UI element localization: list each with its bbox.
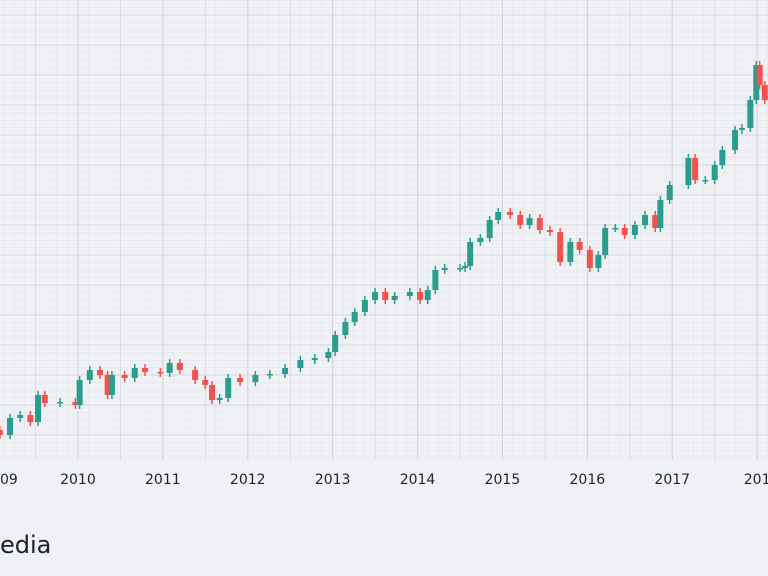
candle-body xyxy=(176,363,183,370)
candle-body xyxy=(157,372,164,374)
candle-body xyxy=(557,232,564,262)
candle-body xyxy=(121,375,128,378)
candle-body xyxy=(332,335,339,352)
candle-body xyxy=(97,370,104,375)
candle-body xyxy=(576,242,583,250)
candle-body xyxy=(602,228,609,255)
candle-body xyxy=(486,220,493,238)
candle-body xyxy=(738,128,745,130)
candle-body xyxy=(266,374,273,376)
candle-body xyxy=(342,322,349,335)
candle-body xyxy=(209,385,216,400)
candle-body xyxy=(57,402,64,404)
candle-body xyxy=(108,375,115,395)
candle-body xyxy=(252,375,259,382)
x-tick-label: 09 xyxy=(0,472,18,488)
x-tick-label: 2015 xyxy=(485,472,521,488)
candle-body xyxy=(382,292,389,300)
candle-body xyxy=(225,378,232,398)
candle-body xyxy=(719,150,726,165)
x-tick-label: 2011 xyxy=(145,472,181,488)
candle-body xyxy=(652,215,659,228)
grid xyxy=(0,0,768,460)
candle-body xyxy=(372,292,379,300)
candle-body xyxy=(685,158,692,185)
candle-body xyxy=(35,395,42,422)
candle-body xyxy=(361,300,368,312)
candle-body xyxy=(567,242,574,262)
candle-body xyxy=(72,402,79,405)
candle-body xyxy=(631,225,638,235)
brand-text: edia xyxy=(0,531,51,559)
x-tick-label: 2013 xyxy=(315,472,351,488)
candle-body xyxy=(586,250,593,268)
candle-body xyxy=(142,368,149,372)
candle-body xyxy=(657,200,664,228)
candle-body xyxy=(325,352,332,358)
candle-body xyxy=(7,418,14,435)
candle-body xyxy=(391,296,398,300)
candle-body xyxy=(462,266,469,268)
candle-body xyxy=(297,360,304,368)
candle-body xyxy=(131,368,138,378)
candle-body xyxy=(441,268,448,270)
candle-body xyxy=(432,270,439,290)
candle-body xyxy=(621,228,628,235)
x-tick-label: 2010 xyxy=(60,472,96,488)
candle-body xyxy=(406,292,413,296)
candle-body xyxy=(282,368,289,374)
candle-body xyxy=(27,415,34,422)
candle-body xyxy=(753,65,760,100)
candle-body xyxy=(517,215,524,225)
candle-body xyxy=(666,185,673,200)
candle-body xyxy=(595,255,602,268)
candle-body xyxy=(526,218,533,225)
candle-body xyxy=(456,268,463,270)
x-tick-label: 2017 xyxy=(654,472,690,488)
candle-body xyxy=(417,292,424,300)
x-tick-label: 2012 xyxy=(230,472,266,488)
candle-body xyxy=(747,100,754,128)
candle-body xyxy=(477,238,484,242)
candle-body xyxy=(202,380,209,385)
candle-body xyxy=(166,363,173,373)
candle-body xyxy=(17,415,24,418)
x-tick-label: 201 xyxy=(744,472,768,488)
candle-body xyxy=(642,215,649,225)
candle-body xyxy=(756,65,763,85)
candle-body xyxy=(761,85,768,100)
candle-body xyxy=(192,370,199,380)
x-tick-label: 2016 xyxy=(570,472,606,488)
x-tick-label: 2014 xyxy=(400,472,436,488)
candle-body xyxy=(507,212,514,215)
candle-body xyxy=(351,312,358,322)
candle-body xyxy=(536,218,543,230)
candle-body xyxy=(76,380,83,405)
candle-body xyxy=(732,130,739,150)
candle-body xyxy=(0,430,3,435)
half-year-grid xyxy=(0,0,768,460)
candle-body xyxy=(612,228,619,230)
candle-body xyxy=(41,395,48,403)
candle-body xyxy=(86,370,93,380)
candle-body xyxy=(711,165,718,180)
candle-body xyxy=(467,242,474,266)
candle-body xyxy=(237,378,244,382)
candle-body xyxy=(104,375,111,395)
candle-body xyxy=(216,398,223,400)
candle-body xyxy=(702,180,709,182)
candles xyxy=(0,61,768,439)
candle-body xyxy=(424,290,431,300)
candle-body xyxy=(692,158,699,180)
candle-body xyxy=(495,212,502,220)
candle-body xyxy=(311,358,318,360)
candle-body xyxy=(546,230,553,232)
